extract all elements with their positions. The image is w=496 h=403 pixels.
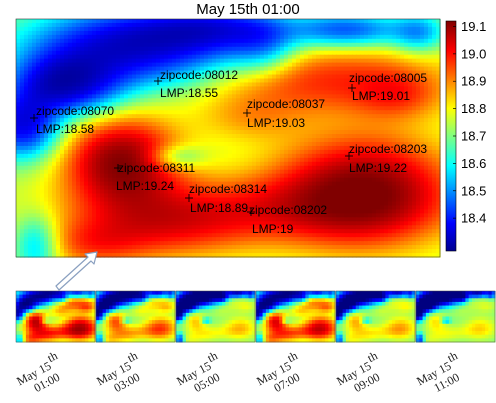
arrow-icon <box>55 251 98 291</box>
zipcode-label: zipcode:08037 <box>247 97 325 111</box>
zipcode-label: zipcode:08202 <box>249 203 327 217</box>
colorbar-tick-label: 18.5 <box>461 183 486 198</box>
colorbar-tick-label: 18.4 <box>461 211 486 226</box>
colorbar-tick-label: 18.7 <box>461 129 486 144</box>
lmp-value-label: LMP:19.03 <box>247 116 305 130</box>
lmp-value-label: LMP:19.24 <box>116 179 174 193</box>
heatmap-plot <box>15 18 441 258</box>
timeline-thumbnails <box>15 290 496 343</box>
location-marker <box>185 194 193 202</box>
timeline-thumbnail[interactable] <box>255 290 336 343</box>
lmp-value-label: LMP:19 <box>252 222 294 236</box>
location-marker <box>348 84 356 92</box>
zipcode-label: zipcode:08311 <box>118 161 196 175</box>
lmp-value-label: LMP:18.89 <box>190 201 248 215</box>
location-marker <box>243 109 251 117</box>
zipcode-label: zipcode:08203 <box>349 142 427 156</box>
zipcode-label: zipcode:08005 <box>349 71 427 85</box>
colorbar-tick-label: 18.6 <box>461 156 486 171</box>
colorbar-tick-label: 19.0 <box>461 46 486 61</box>
timeline-thumbnail[interactable] <box>95 290 176 343</box>
zipcode-label: zipcode:08012 <box>160 68 238 82</box>
timeline-thumbnail[interactable] <box>415 290 496 343</box>
zipcode-labels: zipcode:08012 LMP:18.55 zipcode:08005 LMP:1… <box>30 68 427 236</box>
location-marker <box>30 114 38 122</box>
colorbar-tick-label: 18.8 <box>461 101 486 116</box>
colorbar-tick-label: 19.1 <box>461 19 486 34</box>
chart-title: May 15th 01:00 <box>196 1 300 18</box>
location-marker <box>247 208 255 216</box>
lmp-value-label: LMP:18.58 <box>36 122 94 136</box>
location-marker <box>154 77 162 85</box>
timeline-thumbnail[interactable] <box>335 290 416 343</box>
colorbar: 19.1 19.0 18.9 18.8 18.7 18.6 18.5 18.4 <box>445 19 486 252</box>
lmp-value-label: LMP:19.01 <box>352 89 410 103</box>
lmp-value-label: LMP:19.22 <box>349 161 407 175</box>
timeline-thumbnail[interactable] <box>15 290 96 343</box>
zoom-arrow <box>55 251 98 291</box>
location-marker <box>114 164 122 172</box>
zipcode-label: zipcode:08070 <box>36 104 114 118</box>
lmp-value-label: LMP:18.55 <box>160 86 218 100</box>
colorbar-tick-label: 18.9 <box>461 74 486 89</box>
timeline-thumbnail[interactable] <box>175 290 256 343</box>
location-marker <box>345 152 353 160</box>
zipcode-label: zipcode:08314 <box>189 182 267 196</box>
